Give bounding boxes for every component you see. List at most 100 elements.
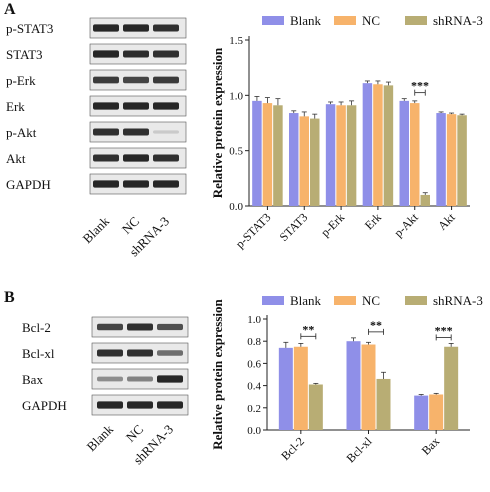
bar [273,105,283,206]
blot-lane-label: NC [119,214,142,237]
panel-b-label: B [4,289,15,306]
blot-band [153,50,179,58]
bar [362,83,373,206]
legend-label: shRNA-3 [433,293,483,308]
y-axis-label: Relative protein expression [210,47,225,198]
y-tick-label: 0.0 [229,201,243,213]
blot-band [97,376,123,382]
x-tick-label: Bcl-xl [344,434,376,466]
blot-row-label: GAPDH [22,398,67,413]
blot-band [123,128,149,136]
bar [252,100,262,206]
bar [410,103,420,206]
x-tick-label: Akt [435,210,458,233]
y-tick-label: 0.6 [247,358,261,370]
bar [457,115,467,206]
blot-band [93,128,119,136]
x-tick-label: p-Akt [391,210,421,240]
blot-band [153,76,179,84]
bar [444,346,459,430]
x-tick-label: p-Erk [318,210,347,239]
blot-band [123,76,149,84]
blot-band [153,180,179,188]
blot-lane-label: NC [123,422,146,445]
bar [346,105,357,206]
blot-band [153,154,179,162]
blot-band [123,102,149,110]
y-tick-label: 0.5 [229,146,243,158]
bar [429,394,444,430]
blot-row-label: Erk [6,99,25,114]
bar [262,103,273,206]
blot-lane-label: Blank [84,421,117,454]
legend-swatch [262,16,284,25]
legend-label: Blank [290,293,322,308]
panel-a-label: A [4,1,16,18]
blot-band [93,180,119,188]
legend-label: NC [362,293,380,308]
legend-label: Blank [290,13,322,28]
blot-band [93,50,119,58]
bar [299,116,309,206]
blot-band [93,154,119,162]
bar [446,114,457,206]
blot-lane-label: Blank [80,213,113,246]
blot-row-label: Akt [6,151,26,166]
bar [278,347,293,430]
blot-band [93,102,119,110]
y-tick-label: 0.4 [247,381,261,393]
y-tick-label: 1.0 [247,314,261,326]
bar [414,395,429,430]
y-tick-label: 0.2 [247,403,261,415]
y-tick-label: 1.5 [229,35,243,47]
bar [310,118,320,206]
bar-chart-b: 0.0 0.2 0.4 0.6 0.8 1.0 Relative protein expre… [210,293,483,465]
blot-band [157,323,183,331]
blot-row-label: p-STAT3 [6,21,53,36]
significance-label: ** [370,318,382,332]
blot-row-label: Bcl-2 [22,320,51,335]
x-tick-label: Erk [362,210,384,232]
legend-label: NC [362,13,380,28]
blot-band [123,50,149,58]
y-tick-label: 1.0 [229,90,243,102]
legend-swatch [405,16,427,25]
bar [383,85,394,206]
blot-band [123,180,149,188]
blot-band [97,349,123,357]
y-axis-label: Relative protein expression [210,299,225,450]
legend-swatch [405,296,427,305]
x-tick-label: Bax [419,434,443,458]
bar [325,104,336,206]
blot-band [153,102,179,110]
x-tick-label: p-STAT3 [233,210,274,251]
legend-swatch [334,16,356,25]
y-tick-label: 0.0 [247,425,261,437]
bar [399,100,409,206]
blot-band [127,349,153,357]
bar [373,84,383,206]
blot-band [97,323,123,331]
bar [289,113,299,206]
blot-band [123,24,149,32]
blot-row-label: GAPDH [6,177,51,192]
blot-band [153,130,179,134]
significance-label: *** [411,79,429,93]
blot-row-label: p-Akt [6,125,37,140]
significance-label: *** [435,323,453,337]
blot-row-label: STAT3 [6,47,43,62]
blot-band [127,323,153,331]
bar [336,105,346,206]
blot-band [93,76,119,84]
legend-swatch [334,296,356,305]
blot-band [157,350,183,356]
bar [420,194,430,206]
bar [346,341,361,430]
x-tick-label: STAT3 [277,210,311,244]
blot-row-label: Bax [22,372,43,387]
bar [293,346,308,430]
blot-row-label: p-Erk [6,73,36,88]
blot-band [123,154,149,162]
